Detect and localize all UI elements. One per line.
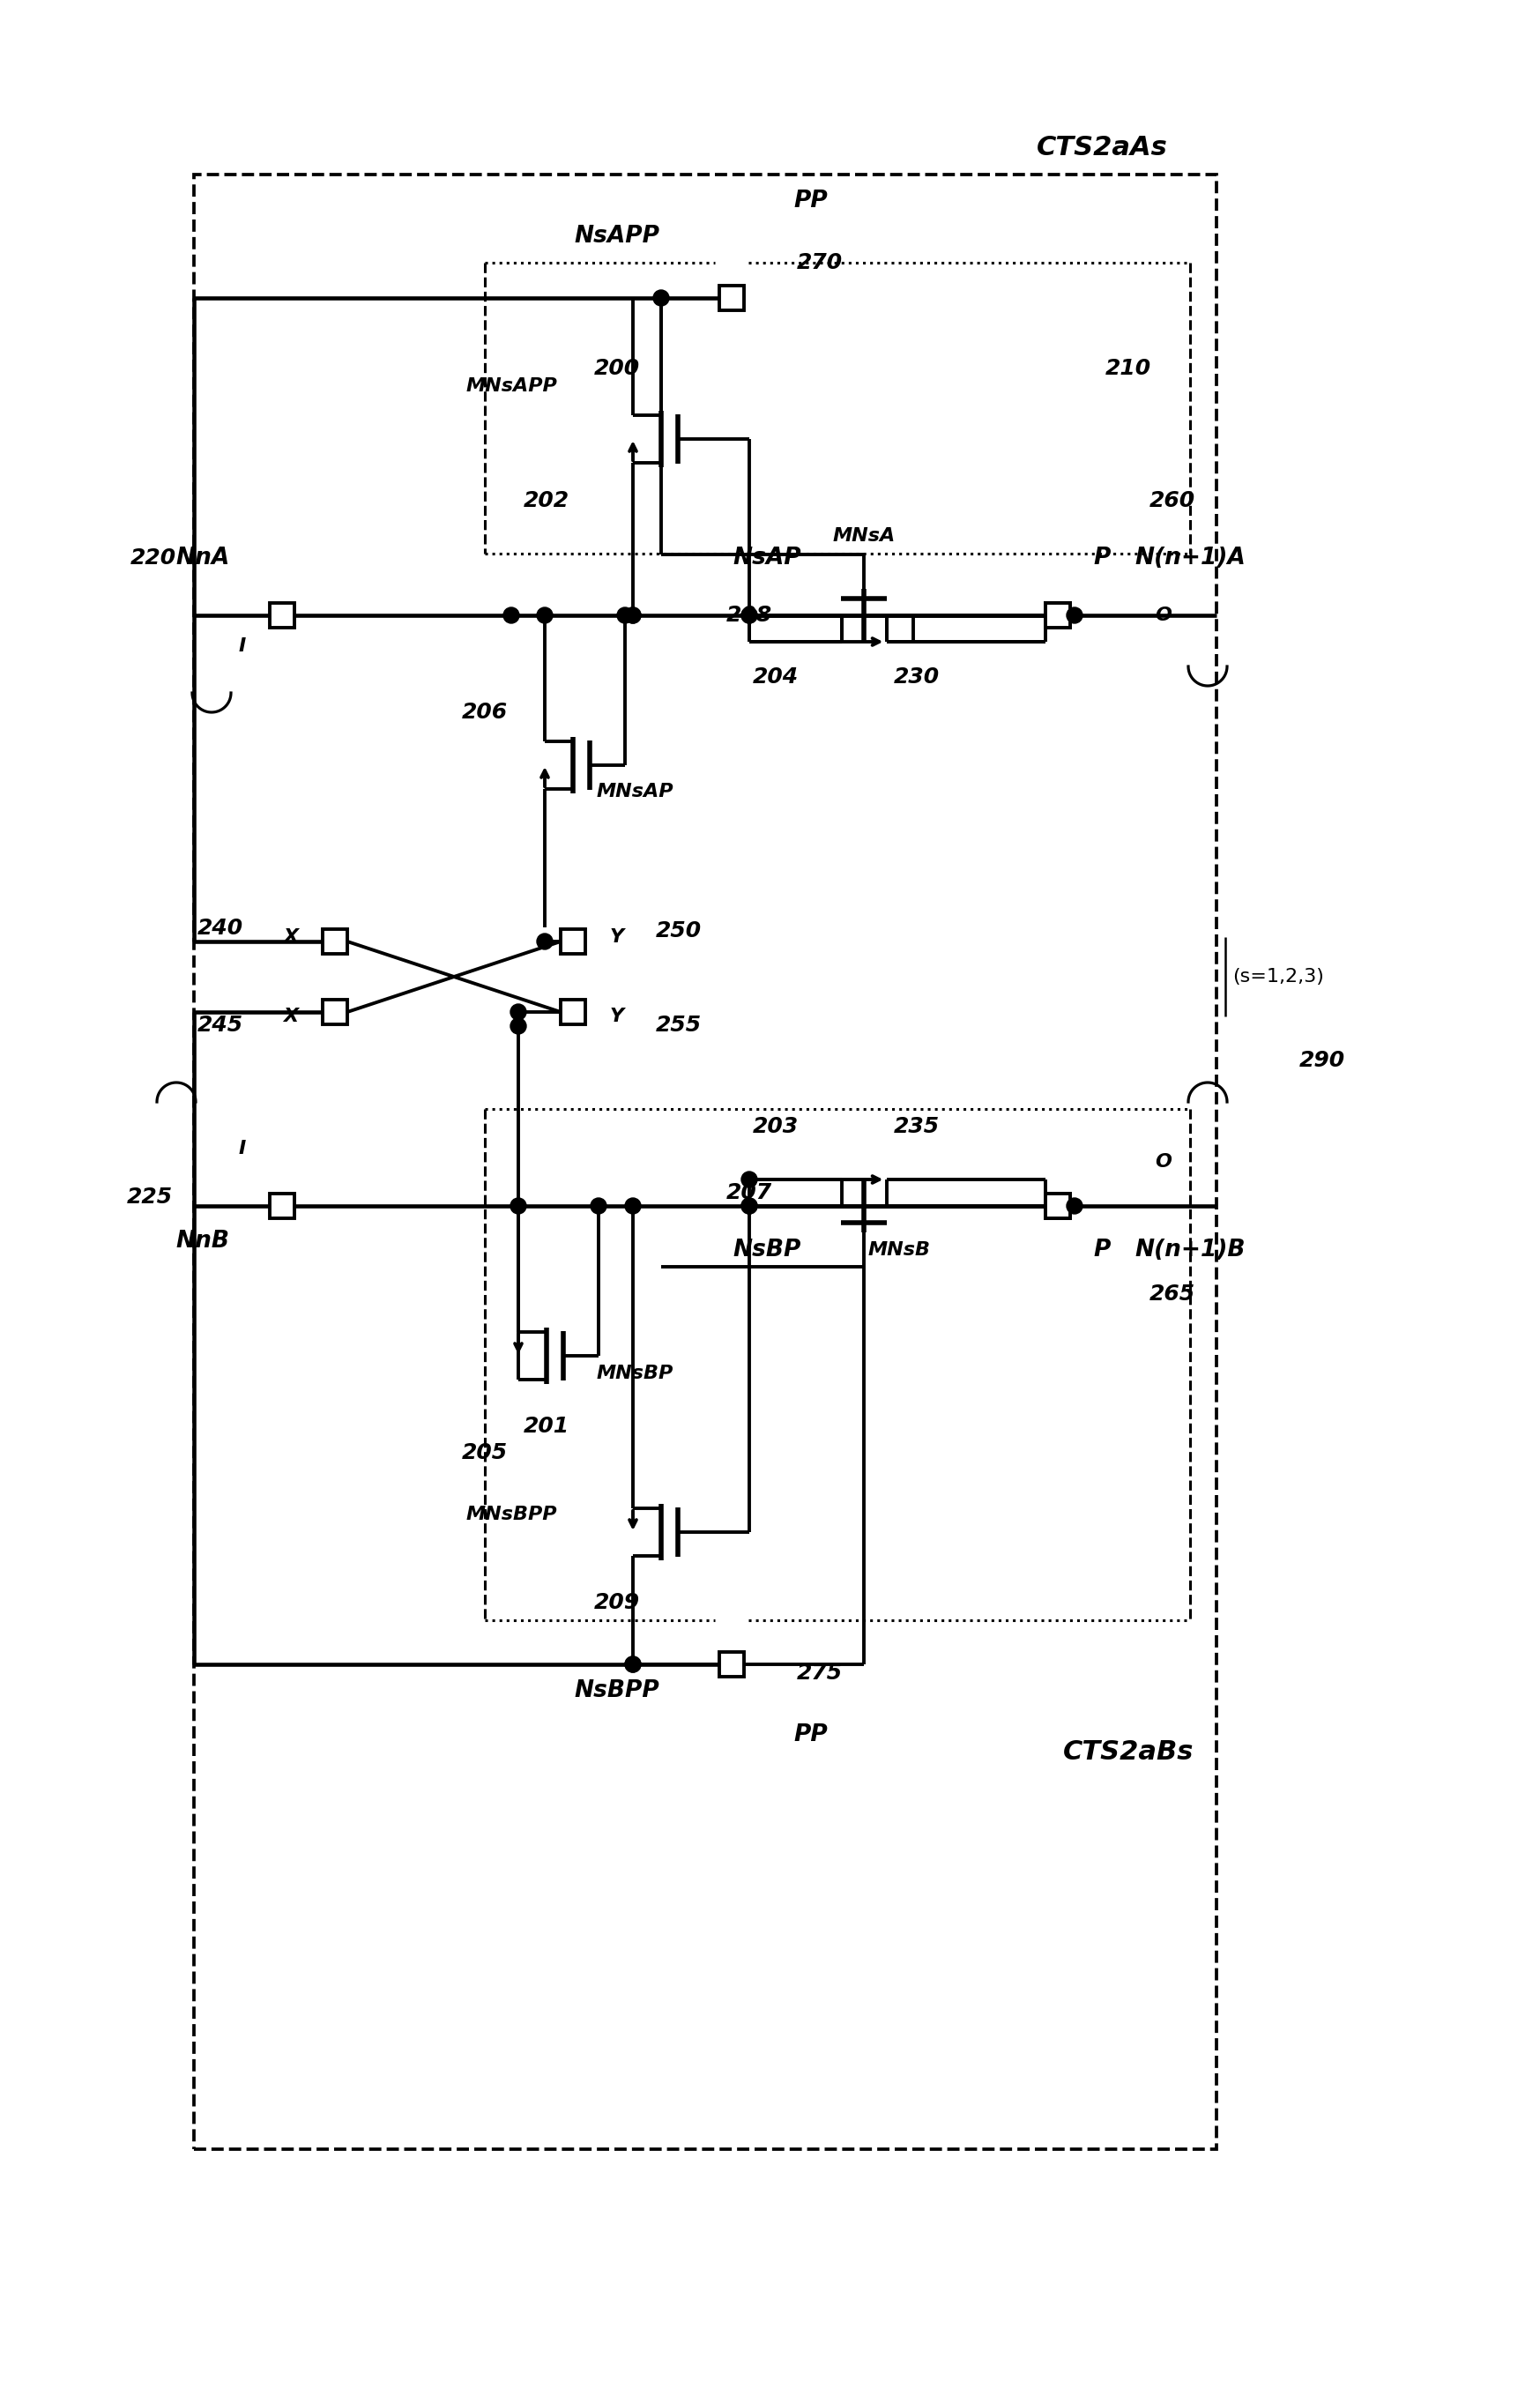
Text: 200: 200 xyxy=(594,357,641,379)
Bar xyxy=(323,930,348,954)
Text: 203: 203 xyxy=(753,1117,799,1138)
Text: 204: 204 xyxy=(753,666,799,688)
Text: 260: 260 xyxy=(1149,491,1195,510)
Text: 205: 205 xyxy=(462,1442,508,1464)
Circle shape xyxy=(1067,606,1083,623)
Text: 250: 250 xyxy=(656,920,702,942)
Text: Y: Y xyxy=(610,927,624,946)
Circle shape xyxy=(625,1656,641,1672)
Text: 220: 220 xyxy=(131,546,176,568)
Text: PP: PP xyxy=(795,1723,829,1747)
Text: 245: 245 xyxy=(197,1014,243,1035)
Bar xyxy=(719,1651,744,1677)
Circle shape xyxy=(625,1656,641,1672)
Circle shape xyxy=(741,606,758,623)
Circle shape xyxy=(504,606,519,623)
Text: NsAPP: NsAPP xyxy=(574,225,659,247)
Circle shape xyxy=(510,1004,527,1021)
Text: MNsA: MNsA xyxy=(833,527,895,544)
Circle shape xyxy=(625,606,641,623)
Text: MNsBPP: MNsBPP xyxy=(465,1505,557,1524)
Bar xyxy=(561,930,585,954)
Bar xyxy=(1046,1193,1070,1217)
Text: N(n+1)B: N(n+1)B xyxy=(1135,1239,1246,1260)
Text: N(n+1)A: N(n+1)A xyxy=(1135,546,1246,570)
Circle shape xyxy=(625,606,641,623)
Circle shape xyxy=(591,1198,607,1215)
Text: O: O xyxy=(1155,1152,1172,1172)
Circle shape xyxy=(741,1198,758,1215)
Bar xyxy=(1046,604,1070,628)
Text: 275: 275 xyxy=(796,1663,842,1684)
Text: CTS2aAs: CTS2aAs xyxy=(1036,134,1167,161)
Text: 201: 201 xyxy=(524,1416,570,1438)
Circle shape xyxy=(510,1198,527,1215)
Bar xyxy=(323,999,348,1025)
Text: MNsBP: MNsBP xyxy=(596,1366,673,1382)
Text: PP: PP xyxy=(795,189,829,213)
Text: NsBP: NsBP xyxy=(733,1239,801,1260)
Circle shape xyxy=(741,1198,758,1215)
Circle shape xyxy=(1067,1198,1083,1215)
Text: 207: 207 xyxy=(727,1181,772,1203)
Text: X: X xyxy=(283,927,299,946)
Text: 290: 290 xyxy=(1300,1049,1346,1071)
Text: 240: 240 xyxy=(197,918,243,939)
Circle shape xyxy=(625,1198,641,1215)
Bar xyxy=(1046,1193,1070,1217)
Text: I: I xyxy=(239,637,246,654)
Circle shape xyxy=(510,1018,527,1035)
Text: 202: 202 xyxy=(524,491,570,510)
Text: 210: 210 xyxy=(1106,357,1152,379)
Text: 270: 270 xyxy=(796,252,842,273)
Text: O: O xyxy=(1155,606,1172,623)
Circle shape xyxy=(741,1172,758,1188)
Circle shape xyxy=(618,606,633,623)
Bar xyxy=(270,1193,294,1217)
Text: NsBPP: NsBPP xyxy=(574,1680,659,1701)
Text: CTS2aBs: CTS2aBs xyxy=(1063,1739,1194,1766)
Text: 230: 230 xyxy=(893,666,939,688)
Text: X: X xyxy=(283,1009,299,1025)
Circle shape xyxy=(537,606,553,623)
Text: P: P xyxy=(1093,546,1110,570)
Bar xyxy=(561,999,585,1025)
Text: 206: 206 xyxy=(462,702,508,724)
Text: 265: 265 xyxy=(1149,1284,1195,1306)
Text: (s=1,2,3): (s=1,2,3) xyxy=(1232,968,1324,985)
Text: NsAP: NsAP xyxy=(733,546,801,570)
Text: NnA: NnA xyxy=(176,546,229,570)
Text: 208: 208 xyxy=(727,604,772,625)
Text: Y: Y xyxy=(610,1009,624,1025)
Text: P: P xyxy=(1093,1239,1110,1260)
Circle shape xyxy=(537,934,553,949)
Bar xyxy=(270,604,294,628)
Text: I: I xyxy=(239,1140,246,1157)
Bar xyxy=(1046,604,1070,628)
Text: MNsAP: MNsAP xyxy=(596,783,673,800)
Text: 255: 255 xyxy=(656,1014,702,1035)
Text: 225: 225 xyxy=(126,1186,172,1208)
Bar xyxy=(719,285,744,311)
Circle shape xyxy=(741,606,758,623)
Text: NnB: NnB xyxy=(176,1229,229,1253)
Circle shape xyxy=(653,290,668,307)
Text: 209: 209 xyxy=(594,1591,641,1613)
Text: 235: 235 xyxy=(893,1117,939,1138)
Text: MNsAPP: MNsAPP xyxy=(465,376,557,395)
Text: MNsB: MNsB xyxy=(869,1241,930,1258)
